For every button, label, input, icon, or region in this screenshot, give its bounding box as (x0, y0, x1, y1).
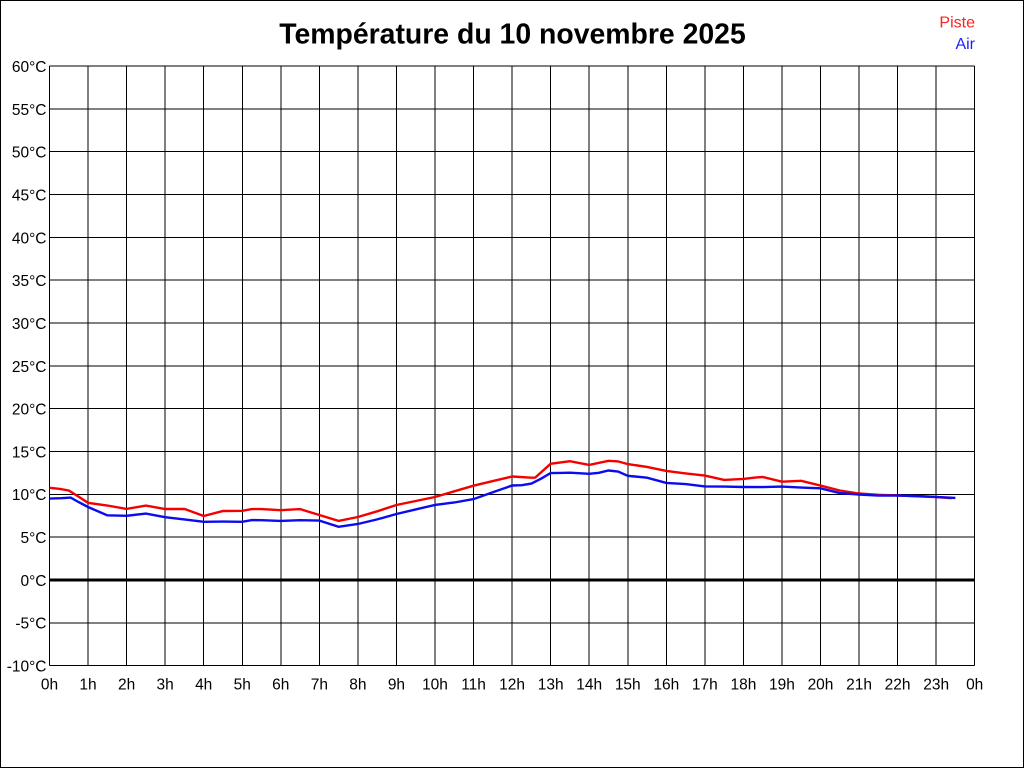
svg-text:23h: 23h (923, 676, 949, 693)
svg-text:2h: 2h (118, 676, 135, 693)
svg-text:15h: 15h (615, 676, 641, 693)
svg-text:0h: 0h (966, 676, 983, 693)
svg-text:0°C: 0°C (20, 573, 46, 590)
svg-text:1h: 1h (79, 676, 96, 693)
svg-text:30°C: 30°C (12, 316, 47, 333)
svg-text:Air: Air (955, 36, 975, 53)
svg-text:19h: 19h (769, 676, 795, 693)
svg-text:14h: 14h (576, 676, 602, 693)
svg-text:50°C: 50°C (12, 145, 47, 162)
svg-text:-10°C: -10°C (7, 659, 47, 676)
svg-text:20h: 20h (808, 676, 834, 693)
svg-text:20°C: 20°C (12, 402, 47, 419)
svg-text:40°C: 40°C (12, 230, 47, 247)
svg-text:6h: 6h (272, 676, 289, 693)
svg-text:0h: 0h (41, 676, 58, 693)
svg-text:17h: 17h (692, 676, 718, 693)
svg-text:4h: 4h (195, 676, 212, 693)
svg-text:18h: 18h (730, 676, 756, 693)
svg-text:35°C: 35°C (12, 273, 47, 290)
svg-text:5h: 5h (234, 676, 251, 693)
svg-text:25°C: 25°C (12, 359, 47, 376)
svg-text:55°C: 55°C (12, 102, 47, 119)
svg-text:12h: 12h (499, 676, 525, 693)
svg-text:-5°C: -5°C (15, 616, 46, 633)
svg-text:3h: 3h (157, 676, 174, 693)
svg-text:16h: 16h (653, 676, 679, 693)
svg-text:9h: 9h (388, 676, 405, 693)
svg-text:45°C: 45°C (12, 187, 47, 204)
svg-text:10h: 10h (422, 676, 448, 693)
svg-text:5°C: 5°C (20, 530, 46, 547)
svg-text:8h: 8h (349, 676, 366, 693)
svg-text:22h: 22h (885, 676, 911, 693)
svg-text:21h: 21h (846, 676, 872, 693)
svg-text:11h: 11h (461, 676, 486, 693)
svg-text:Piste: Piste (939, 14, 975, 31)
svg-text:Température du 10 novembre 202: Température du 10 novembre 2025 (279, 19, 746, 51)
svg-text:13h: 13h (538, 676, 564, 693)
svg-text:10°C: 10°C (12, 487, 47, 504)
svg-text:15°C: 15°C (12, 444, 47, 461)
svg-text:60°C: 60°C (12, 59, 47, 76)
svg-text:7h: 7h (311, 676, 328, 693)
